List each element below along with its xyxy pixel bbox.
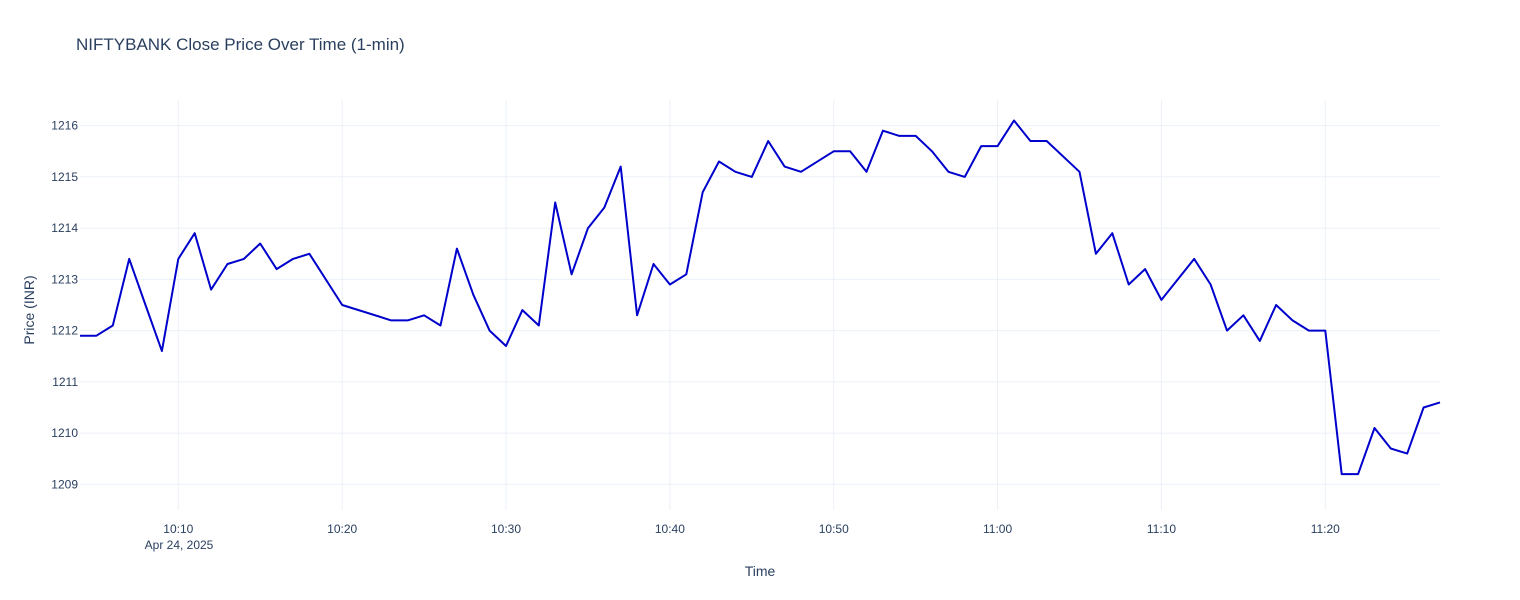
x-tick-label: 10:40 — [655, 522, 685, 536]
x-tick-label: 10:50 — [819, 522, 849, 536]
y-gridlines — [80, 125, 1440, 485]
x-tick-label: 10:30 — [491, 522, 521, 536]
x-tick-label: 11:00 — [983, 522, 1012, 536]
x-tick-label: 11:20 — [1311, 522, 1340, 536]
x-tick-label: 10:20 — [327, 522, 357, 536]
y-axis-title: Price (INR) — [21, 275, 37, 344]
series-line-close-price — [80, 119, 1441, 476]
y-tick-label: 1214 — [51, 221, 78, 235]
x-tick-label: 11:10 — [1147, 522, 1176, 536]
x-tick-labels: 10:10 10:20 10:30 10:40 10:50 11:00 11:10 11:20 — [163, 522, 1340, 536]
chart-title: NIFTYBANK Close Price Over Time (1-min) — [76, 35, 405, 54]
y-tick-label: 1216 — [51, 119, 78, 133]
x-gridlines — [177, 100, 1326, 510]
series-layer — [80, 119, 1441, 476]
y-tick-label: 1211 — [52, 375, 78, 389]
y-tick-label: 1215 — [51, 170, 78, 184]
x-date-label: Apr 24, 2025 — [145, 538, 214, 552]
x-axis-title: Time — [745, 563, 776, 579]
y-tick-label: 1209 — [51, 477, 78, 491]
y-tick-labels: 1209 1210 1211 1212 1213 1214 1215 1216 — [51, 119, 78, 492]
x-tick-label: 10:10 — [163, 522, 193, 536]
y-tick-label: 1213 — [51, 272, 78, 286]
y-tick-label: 1210 — [51, 426, 78, 440]
y-tick-label: 1212 — [51, 324, 78, 338]
